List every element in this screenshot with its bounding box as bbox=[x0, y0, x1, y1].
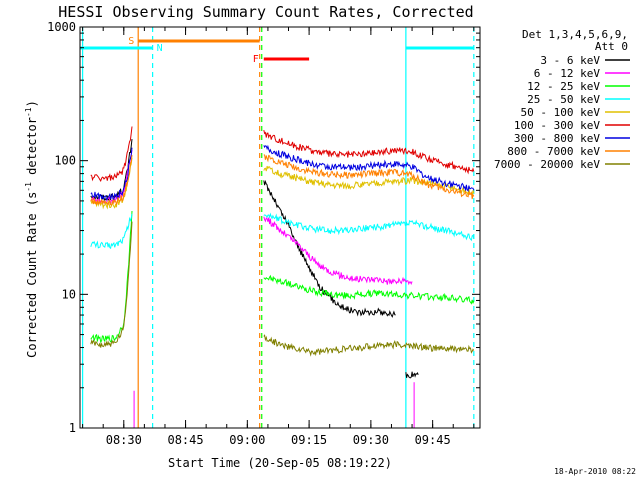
legend-header-attenuator: Att 0 bbox=[595, 40, 628, 53]
series-5-line-1 bbox=[263, 129, 475, 175]
series-0-line-0 bbox=[90, 139, 133, 202]
x-tick-label-0: 08:30 bbox=[106, 433, 142, 447]
x-tick-label-5: 09:45 bbox=[415, 433, 451, 447]
x-tick-label-4: 09:30 bbox=[353, 433, 389, 447]
series-7-line-1 bbox=[263, 154, 475, 200]
series-6-group bbox=[90, 144, 475, 201]
series-3-line-1 bbox=[263, 212, 475, 242]
night-flag-label: N bbox=[157, 43, 163, 54]
legend-label-8: 7000 - 20000 keV bbox=[494, 158, 600, 171]
series-8-group bbox=[90, 221, 475, 357]
legend-label-7: 800 - 7000 keV bbox=[507, 145, 600, 158]
legend-label-1: 6 - 12 keV bbox=[534, 67, 601, 80]
y-tick-label-3: 1000 bbox=[47, 20, 76, 34]
series-2-line-1 bbox=[263, 274, 475, 305]
series-1-line-1 bbox=[263, 216, 413, 286]
y-tick-label-2: 100 bbox=[54, 154, 76, 168]
legend-label-2: 12 - 25 keV bbox=[527, 80, 600, 93]
series-8-line-0 bbox=[90, 221, 133, 348]
series-6-line-1 bbox=[263, 144, 475, 193]
axes: 1 10 100 1000 08:30 08:45 09:00 09:15 09:30 09:45 bbox=[47, 20, 481, 447]
x-axis-label: Start Time (20-Sep-05 08:19:22) bbox=[168, 456, 392, 470]
series-3-group bbox=[90, 212, 475, 250]
series-5-line-0 bbox=[90, 126, 133, 183]
series-8-line-1 bbox=[263, 334, 475, 357]
series-0-line-2 bbox=[405, 371, 419, 379]
series-7-line-0 bbox=[90, 155, 133, 206]
x-tick-label-3: 09:15 bbox=[291, 433, 327, 447]
plot-inner bbox=[80, 27, 475, 428]
legend-label-5: 100 - 300 keV bbox=[514, 119, 600, 132]
x-tick-label-2: 09:00 bbox=[229, 433, 265, 447]
series-4-line-1 bbox=[263, 165, 475, 197]
series-7-group bbox=[90, 154, 475, 206]
plot-area: S N F bbox=[80, 27, 475, 428]
legend-label-3: 25 - 50 keV bbox=[527, 93, 600, 106]
plot-frame bbox=[79, 26, 481, 429]
y-tick-label-1: 10 bbox=[62, 287, 76, 301]
x-tick-label-1: 08:45 bbox=[167, 433, 203, 447]
legend-label-0: 3 - 6 keV bbox=[540, 54, 600, 67]
date-stamp: 18-Apr-2010 08:22 bbox=[554, 467, 636, 476]
flare-flag-label: F bbox=[253, 54, 259, 65]
series-3-line-0 bbox=[90, 213, 133, 250]
chart-title: HESSI Observing Summary Count Rates, Cor… bbox=[58, 3, 473, 21]
y-axis-label: Corrected Count Rate (s-1 detector-1) bbox=[24, 100, 39, 358]
legend-label-6: 300 - 800 keV bbox=[514, 132, 600, 145]
series-6-line-0 bbox=[90, 147, 133, 201]
legend-label-4: 50 - 100 keV bbox=[521, 106, 601, 119]
series-5-group bbox=[90, 126, 475, 183]
saa-flag-label: S bbox=[128, 36, 134, 47]
y-tick-label-0: 1 bbox=[69, 421, 76, 435]
legend-header-detectors: Det 1,3,4,5,6,9, bbox=[522, 28, 628, 41]
